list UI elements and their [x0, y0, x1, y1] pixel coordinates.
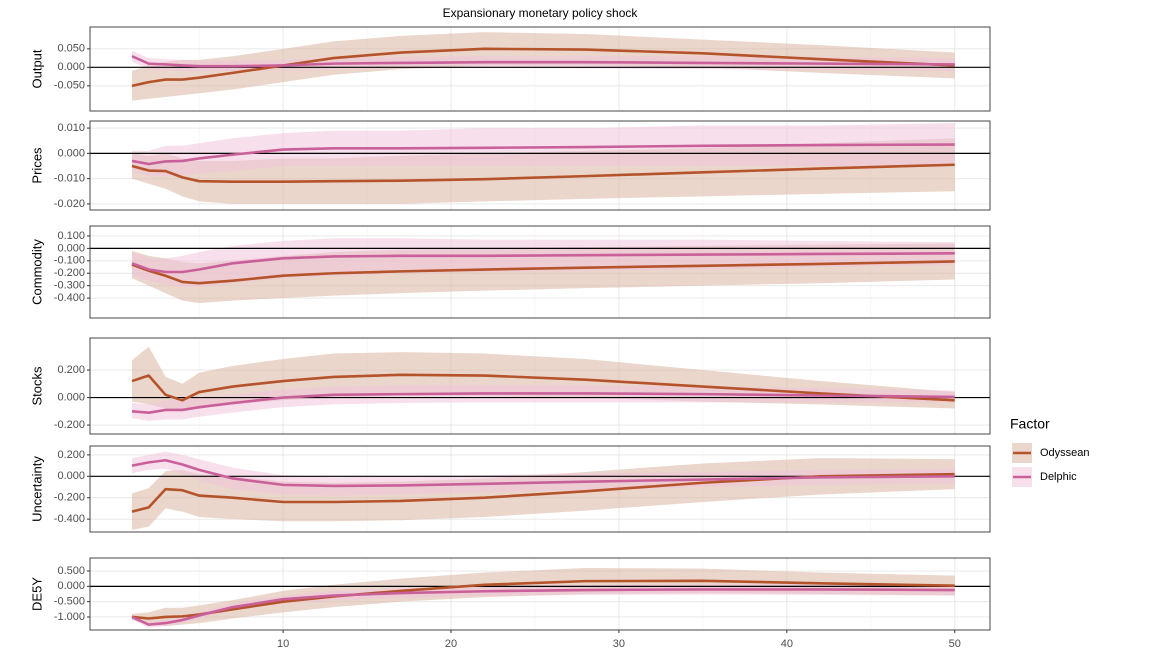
y-tick-label: -0.200: [54, 419, 85, 431]
y-tick-label: -0.400: [54, 292, 85, 304]
confidence-band: [131, 123, 955, 177]
line: [131, 588, 955, 626]
legend-title: Factor: [1010, 416, 1050, 432]
y-tick-label: -0.500: [54, 596, 85, 608]
y-tick-label: 0.100: [57, 230, 85, 242]
y-tick-label: -0.200: [54, 492, 85, 504]
y-tick-label: 0.200: [57, 364, 85, 376]
confidence-band: [131, 32, 955, 101]
line: [131, 252, 955, 274]
panel-border: [89, 337, 991, 435]
x-tick-label: 40: [781, 638, 793, 650]
y-tick-label: 0.200: [57, 449, 85, 461]
y-tick-label: -0.400: [54, 513, 85, 525]
y-axis-label: DE5Y: [29, 577, 44, 611]
y-axis-label: Stocks: [29, 366, 44, 406]
panel-border: [89, 225, 991, 319]
y-axis-label: Output: [29, 49, 44, 88]
panel-border: [89, 557, 991, 631]
panel-border: [89, 26, 991, 112]
y-tick-label: 0.000: [57, 147, 85, 159]
line: [131, 472, 955, 513]
y-tick-label: 0.000: [57, 391, 85, 403]
y-tick-label: 0.000: [57, 242, 85, 254]
y-axis-label: Uncertainty: [29, 456, 44, 522]
y-tick-label: 0.010: [57, 122, 85, 134]
confidence-band: [131, 451, 955, 496]
line: [131, 55, 955, 68]
y-tick-label: 0.000: [57, 580, 85, 592]
y-tick-label: -0.020: [54, 198, 85, 210]
line: [131, 163, 955, 183]
y-tick-label: -0.300: [54, 280, 85, 292]
panel-border: [89, 445, 991, 533]
y-tick-label: -0.100: [54, 255, 85, 267]
y-tick-label: 0.500: [57, 565, 85, 577]
confidence-band: [131, 238, 955, 287]
y-tick-label: -0.050: [54, 80, 85, 92]
y-axis-label: Prices: [29, 147, 44, 184]
line: [131, 579, 955, 620]
x-tick-label: 20: [445, 638, 457, 650]
legend-label: Delphic: [1040, 471, 1077, 483]
x-tick-label: 10: [277, 638, 289, 650]
line: [131, 47, 955, 88]
y-tick-label: 0.000: [57, 61, 85, 73]
line: [131, 458, 955, 488]
y-axis-label: Commodity: [29, 239, 44, 305]
panel-border: [89, 120, 991, 211]
y-tick-label: -1.000: [54, 611, 85, 623]
line: [131, 143, 955, 166]
y-tick-label: -0.200: [54, 267, 85, 279]
x-tick-label: 30: [613, 638, 625, 650]
line: [131, 260, 955, 285]
line: [131, 373, 955, 402]
y-tick-label: 0.050: [57, 43, 85, 55]
line: [131, 392, 955, 414]
chart-title: Expansionary monetary policy shock: [443, 6, 639, 20]
y-tick-label: 0.000: [57, 470, 85, 482]
x-tick-label: 50: [949, 638, 961, 650]
legend-label: Odyssean: [1040, 447, 1090, 459]
y-tick-label: -0.010: [54, 173, 85, 185]
